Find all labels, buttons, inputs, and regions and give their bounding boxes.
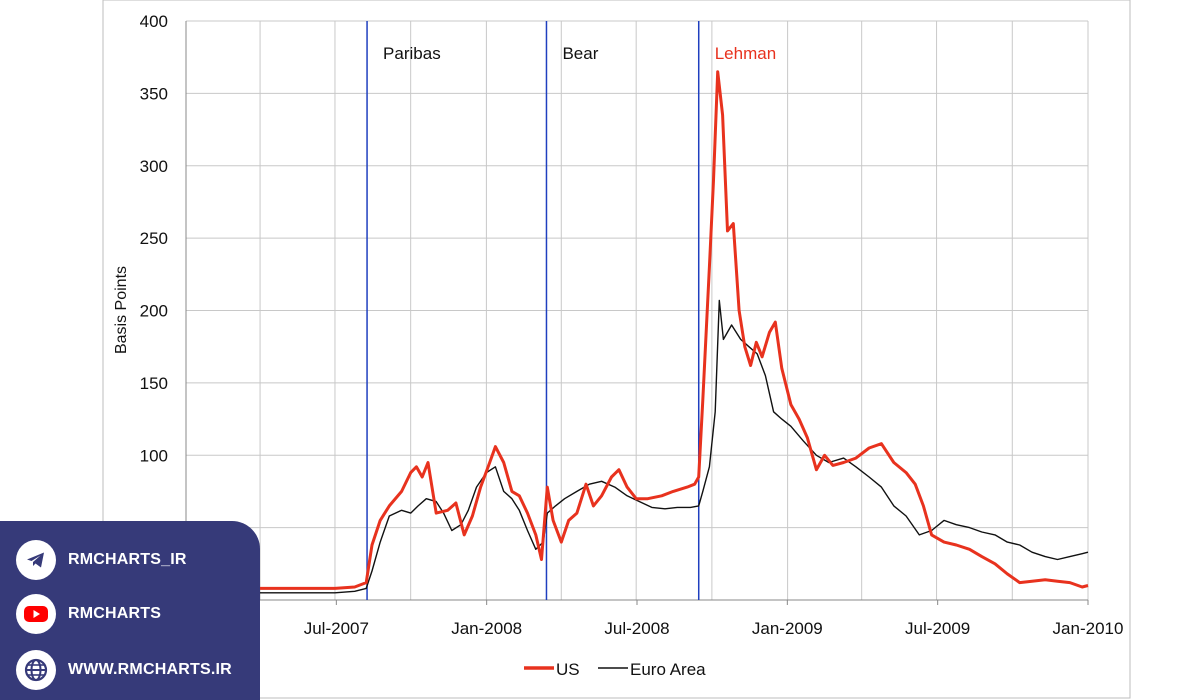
youtube-badge[interactable]: RMCHARTS xyxy=(16,594,161,634)
x-tick-label: Jul-2008 xyxy=(604,619,669,638)
y-tick-label: 350 xyxy=(140,84,168,103)
y-tick-label: 400 xyxy=(140,12,168,31)
y-axis-label: Basis Points xyxy=(113,266,130,354)
globe-icon xyxy=(16,650,56,690)
series-line-euro-area xyxy=(185,299,1089,594)
legend-label: Euro Area xyxy=(630,660,706,679)
y-tick-label: 100 xyxy=(140,446,168,465)
website-badge[interactable]: WWW.RMCHARTS.IR xyxy=(16,650,232,690)
grid xyxy=(185,20,1089,601)
event-markers: Paribas Bear Lehman xyxy=(366,21,776,600)
x-tick-label: Jan-2008 xyxy=(451,619,522,638)
legend: US Euro Area xyxy=(524,660,706,679)
chart-frame xyxy=(102,0,1131,699)
telegram-icon xyxy=(16,540,56,580)
y-tick-label: 300 xyxy=(140,157,168,176)
x-tick-label: Jul-2007 xyxy=(304,619,369,638)
series-lines xyxy=(185,70,1089,594)
legend-label: US xyxy=(556,660,580,679)
telegram-badge[interactable]: RMCHARTS_IR xyxy=(16,540,187,580)
x-tick-label: Jul-2009 xyxy=(905,619,970,638)
event-label-lehman: Lehman xyxy=(715,44,776,63)
x-tick-label: Jan-2010 xyxy=(1053,619,1124,638)
y-tick-label: 150 xyxy=(140,374,168,393)
axes: 050100150200250300350400Jan-2007Jul-2007… xyxy=(140,12,1124,638)
y-tick-label: 200 xyxy=(140,302,168,321)
y-tick-label: 250 xyxy=(140,229,168,248)
watermark-panel: RMCHARTS_IR RMCHARTS WWW.RMCHARTS.IR xyxy=(0,521,260,700)
youtube-handle: RMCHARTS xyxy=(68,605,162,622)
event-label-paribas: Paribas xyxy=(383,44,441,63)
youtube-icon xyxy=(16,594,56,634)
series-line-us xyxy=(185,70,1089,590)
x-tick-label: Jan-2009 xyxy=(752,619,823,638)
website-url: WWW.RMCHARTS.IR xyxy=(68,661,232,678)
telegram-handle: RMCHARTS_IR xyxy=(68,551,187,568)
event-label-bear: Bear xyxy=(562,44,598,63)
